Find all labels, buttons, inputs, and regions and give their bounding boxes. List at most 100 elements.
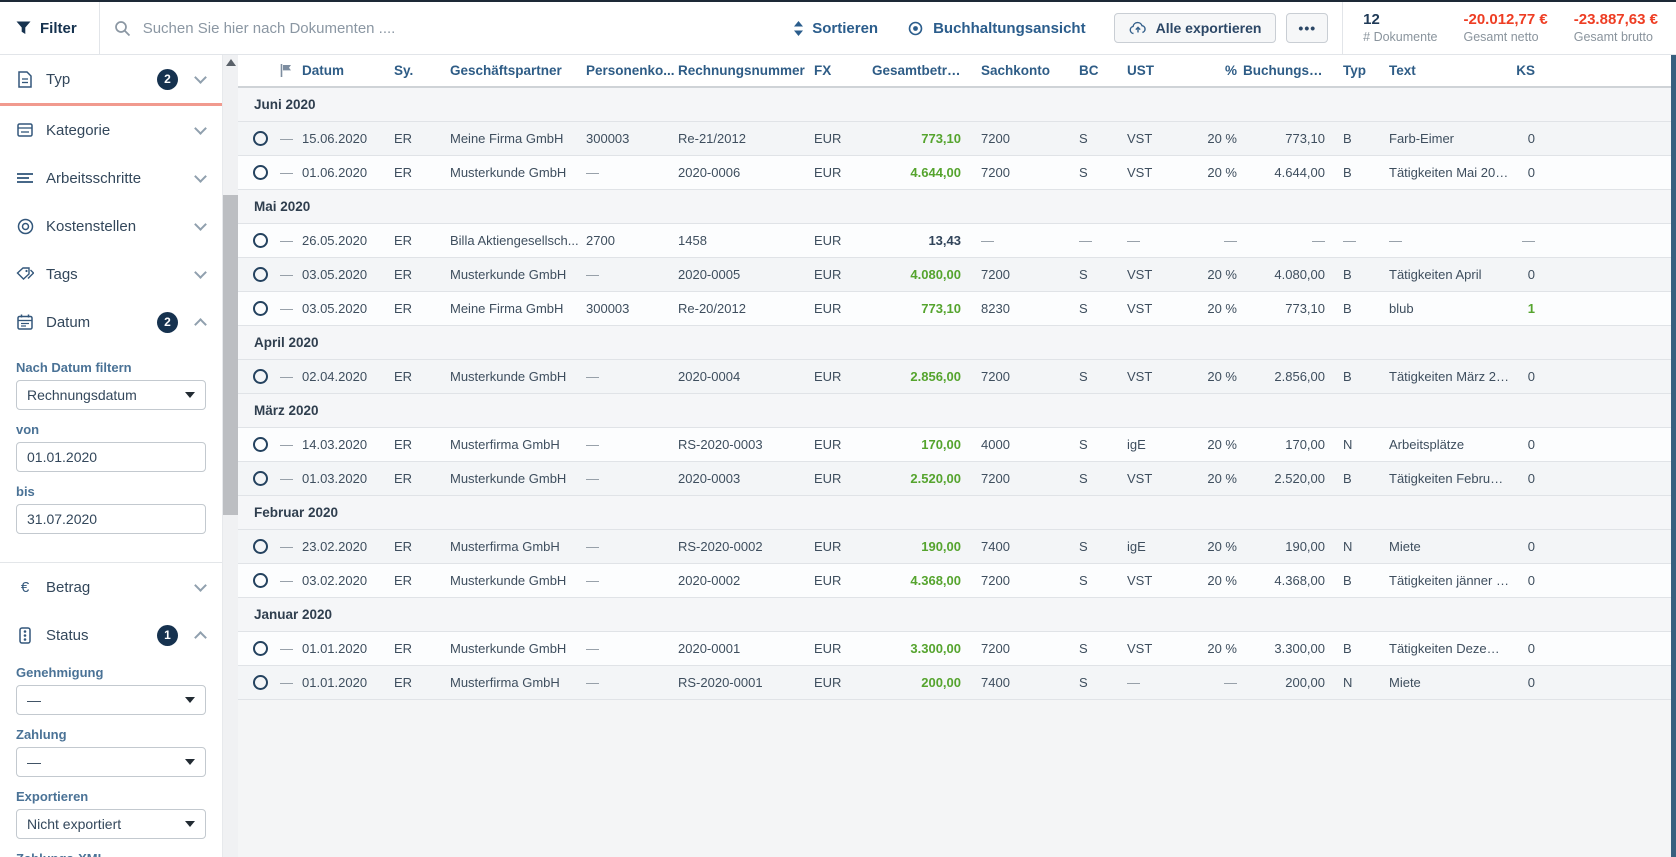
- scroll-up-arrow-icon[interactable]: [226, 59, 236, 66]
- filter-button[interactable]: Filter: [16, 2, 99, 54]
- table-row[interactable]: — 14.03.2020 ER Musterfirma GmbH — RS-2020-00…: [238, 428, 1676, 462]
- cell-text: Tätigkeiten Dezemb...: [1389, 641, 1509, 656]
- export-all-button[interactable]: Alle exportieren: [1113, 13, 1277, 43]
- bis-label: bis: [16, 484, 35, 499]
- cell-ks: 0: [1527, 437, 1535, 452]
- cell-bc: S: [1079, 471, 1088, 486]
- select-radio[interactable]: [253, 301, 268, 316]
- cell-fx: EUR: [814, 573, 842, 588]
- table-row[interactable]: — 03.05.2020 ER Meine Firma GmbH 300003 Re-20…: [238, 292, 1676, 326]
- table-row[interactable]: — 01.01.2020 ER Musterkunde GmbH — 2020-0001 E…: [238, 632, 1676, 666]
- cell-rn: RS-2020-0002: [678, 539, 763, 554]
- sort-button[interactable]: Sortieren: [793, 20, 878, 37]
- select-radio[interactable]: [253, 539, 268, 554]
- row-select-cell: [238, 165, 278, 180]
- cell-pct: —: [1224, 233, 1237, 248]
- cell-fx: EUR: [814, 267, 842, 282]
- cell-flag: —: [280, 301, 293, 316]
- cell-partner: Musterkunde GmbH: [450, 369, 567, 384]
- group-label: März 2020: [254, 403, 319, 418]
- select-radio[interactable]: [253, 267, 268, 282]
- cell-fx: EUR: [814, 675, 842, 690]
- column-header-pk[interactable]: Personenko...: [586, 63, 675, 78]
- table-scrollbar-thumb[interactable]: [1671, 55, 1676, 857]
- caret-down-icon: [185, 697, 195, 703]
- column-header-ust[interactable]: UST: [1127, 63, 1154, 78]
- sidebar-scrollbar[interactable]: [222, 55, 239, 857]
- bis-date-input[interactable]: 31.07.2020: [16, 504, 206, 534]
- row-select-cell: [238, 267, 278, 282]
- cell-gesamt: 190,00: [921, 539, 961, 554]
- cell-pct: 20 %: [1207, 267, 1237, 282]
- table-row[interactable]: — 02.04.2020 ER Musterkunde GmbH — 2020-0004 E…: [238, 360, 1676, 394]
- bis-date-value: 31.07.2020: [27, 511, 98, 527]
- column-header-partner[interactable]: Geschäftspartner: [450, 63, 562, 78]
- cell-pk: —: [586, 539, 599, 554]
- select-radio[interactable]: [253, 437, 268, 452]
- sidebar-section-typ[interactable]: Typ 2: [0, 55, 222, 103]
- accounting-view-button[interactable]: Buchhaltungsansicht: [906, 20, 1086, 37]
- cell-ust: VST: [1127, 471, 1153, 486]
- exportieren-select[interactable]: Nicht exportiert: [16, 809, 206, 839]
- stat-gross-total: -23.887,63 € Gesamt brutto: [1574, 11, 1658, 45]
- column-header-sachkonto[interactable]: Sachkonto: [981, 63, 1051, 78]
- select-radio[interactable]: [253, 131, 268, 146]
- von-label: von: [16, 422, 40, 437]
- sidebar-section-betrag[interactable]: € Betrag: [0, 563, 222, 611]
- table-row[interactable]: — 23.02.2020 ER Musterfirma GmbH — RS-2020-00…: [238, 530, 1676, 564]
- von-date-input[interactable]: 01.01.2020: [16, 442, 206, 472]
- cell-fx: EUR: [814, 369, 842, 384]
- select-radio[interactable]: [253, 165, 268, 180]
- sidebar-section-kostenstellen[interactable]: Kostenstellen: [0, 202, 222, 250]
- chevron-down-icon: [194, 579, 207, 592]
- genehmigung-select[interactable]: —: [16, 685, 206, 715]
- scrollbar-thumb[interactable]: [223, 195, 239, 515]
- sidebar-section-kategorie[interactable]: Kategorie: [0, 106, 222, 154]
- sidebar-section-status[interactable]: Status 1: [0, 611, 222, 659]
- row-select-cell: [238, 233, 278, 248]
- date-filter-by-select[interactable]: Rechnungsdatum: [16, 380, 206, 410]
- table-row[interactable]: — 03.02.2020 ER Musterkunde GmbH — 2020-0002 E…: [238, 564, 1676, 598]
- column-header-pct[interactable]: %: [1224, 63, 1237, 78]
- sort-arrows-icon: [793, 20, 804, 36]
- cell-pk: 2700: [586, 233, 615, 248]
- column-header-gesamt[interactable]: Gesamtbetrag: [872, 63, 963, 78]
- cell-typ: B: [1343, 131, 1352, 146]
- cell-rn: Re-21/2012: [678, 131, 746, 146]
- zahlungs-xml-label: Zahlungs-XML: [16, 851, 206, 857]
- column-header-rn[interactable]: Rechnungsnummer: [678, 63, 805, 78]
- select-radio[interactable]: [253, 471, 268, 486]
- select-radio[interactable]: [253, 675, 268, 690]
- select-radio[interactable]: [253, 573, 268, 588]
- column-header-sy[interactable]: Sy.: [394, 63, 414, 78]
- table-row[interactable]: — 15.06.2020 ER Meine Firma GmbH 300003 Re-21…: [238, 122, 1676, 156]
- table-row[interactable]: — 26.05.2020 ER Billa Aktiengesellsch... 270…: [238, 224, 1676, 258]
- column-header-ks[interactable]: KS: [1516, 63, 1535, 78]
- cell-buch: 200,00: [1285, 675, 1325, 690]
- cell-ks: 0: [1527, 471, 1535, 486]
- zahlung-select[interactable]: —: [16, 747, 206, 777]
- select-radio[interactable]: [253, 369, 268, 384]
- select-radio[interactable]: [253, 641, 268, 656]
- sidebar-section-tags[interactable]: Tags: [0, 250, 222, 298]
- sidebar-section-datum[interactable]: Datum 2: [0, 298, 222, 346]
- cell-bc: S: [1079, 539, 1088, 554]
- cell-ks: —: [1522, 233, 1535, 248]
- net-total-value: -20.012,77 €: [1463, 10, 1548, 28]
- table-row[interactable]: — 01.01.2020 ER Musterfirma GmbH — RS-2020-00…: [238, 666, 1676, 700]
- table-row[interactable]: — 03.05.2020 ER Musterkunde GmbH — 2020-0005 E…: [238, 258, 1676, 292]
- cell-partner: Musterfirma GmbH: [450, 675, 560, 690]
- sidebar-section-arbeitsschritte[interactable]: Arbeitsschritte: [0, 154, 222, 202]
- column-header-bc[interactable]: BC: [1079, 63, 1099, 78]
- table-row[interactable]: — 01.03.2020 ER Musterkunde GmbH — 2020-0003 E…: [238, 462, 1676, 496]
- table-row[interactable]: — 01.06.2020 ER Musterkunde GmbH — 2020-0006 E…: [238, 156, 1676, 190]
- select-radio[interactable]: [253, 233, 268, 248]
- column-header-fx[interactable]: FX: [814, 63, 832, 78]
- group-label: April 2020: [254, 335, 319, 350]
- column-header-datum[interactable]: Datum: [302, 63, 345, 78]
- more-button[interactable]: •••: [1286, 13, 1329, 43]
- column-header-typ[interactable]: Typ: [1343, 63, 1366, 78]
- column-header-text[interactable]: Text: [1389, 63, 1416, 78]
- column-header-buch[interactable]: Buchungsb...: [1243, 63, 1329, 78]
- search-input[interactable]: [142, 19, 563, 37]
